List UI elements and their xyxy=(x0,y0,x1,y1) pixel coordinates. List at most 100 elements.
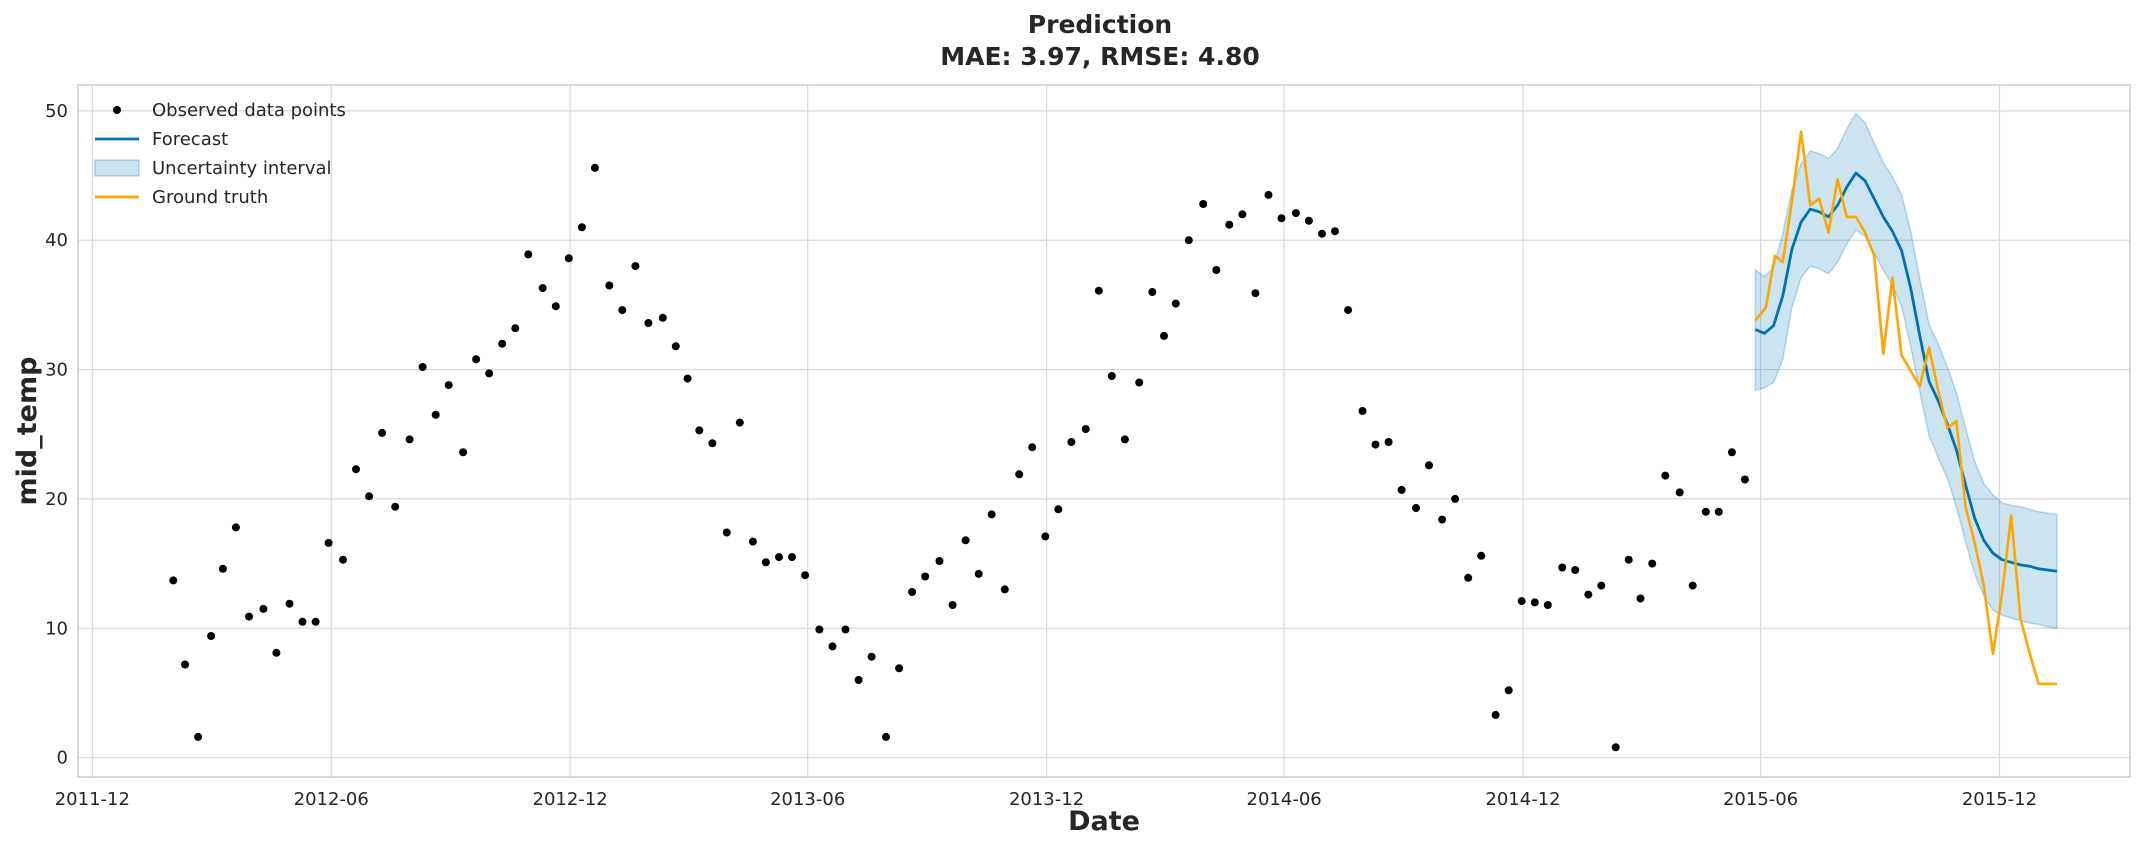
observed-point xyxy=(1291,209,1300,218)
y-tick-label: 20 xyxy=(45,489,68,510)
x-tick-label: 2015-06 xyxy=(1723,789,1798,810)
observed-point xyxy=(908,588,917,596)
observed-point xyxy=(1451,494,1460,503)
observed-point xyxy=(194,732,203,741)
observed-point xyxy=(1597,581,1606,590)
observed-point xyxy=(169,576,178,585)
observed-point xyxy=(1714,507,1723,516)
observed-point xyxy=(245,612,253,621)
observed-point xyxy=(1000,585,1009,594)
observed-point xyxy=(418,363,427,371)
observed-point xyxy=(1160,331,1168,340)
observed-point xyxy=(882,732,890,741)
observed-point xyxy=(311,617,320,626)
observed-point xyxy=(1120,435,1129,444)
observed-point xyxy=(298,617,307,626)
grid-lines xyxy=(78,85,2130,777)
observed-point xyxy=(590,163,599,172)
observed-point xyxy=(895,664,904,673)
observed-point xyxy=(1067,438,1076,446)
observed-point xyxy=(1081,425,1090,434)
observed-point xyxy=(695,426,704,435)
observed-point xyxy=(1371,440,1380,449)
observed-point xyxy=(207,632,216,640)
observed-point xyxy=(1094,286,1103,295)
x-tick-labels: 2011-12 2012-06 2012-12 2013-06 2013-12 2014-… xyxy=(55,789,2037,810)
observed-point xyxy=(1107,372,1116,380)
x-tick-label: 2011-12 xyxy=(55,789,130,810)
observed-point xyxy=(1517,597,1526,606)
x-tick-label: 2013-06 xyxy=(770,789,845,810)
observed-point xyxy=(324,538,333,547)
observed-point xyxy=(1212,266,1221,274)
observed-point xyxy=(1701,507,1710,516)
observed-point xyxy=(1041,532,1050,541)
observed-point xyxy=(815,625,824,634)
y-tick-label: 40 xyxy=(45,230,68,251)
observed-point xyxy=(788,553,796,562)
observed-point xyxy=(1530,598,1539,607)
observed-point xyxy=(683,374,692,383)
observed-point xyxy=(1028,443,1037,452)
observed-point xyxy=(1648,559,1657,568)
observed-point xyxy=(511,324,520,333)
observed-point xyxy=(1543,601,1552,609)
observed-point xyxy=(1238,210,1247,219)
x-tick-label: 2014-06 xyxy=(1247,789,1322,810)
ground-truth-line-layer xyxy=(1754,130,2057,686)
x-tick-label: 2015-12 xyxy=(1962,789,2037,810)
observed-point xyxy=(459,448,468,457)
observed-point xyxy=(854,676,863,684)
observed-point xyxy=(231,523,240,532)
observed-point xyxy=(1318,229,1326,238)
observed-point xyxy=(1661,471,1670,480)
observed-point xyxy=(605,281,614,290)
observed-point xyxy=(1571,566,1580,574)
observed-point xyxy=(339,555,347,564)
y-tick-labels: 0 10 20 30 40 50 xyxy=(45,101,68,769)
observed-points-layer xyxy=(169,163,1749,752)
observed-point xyxy=(181,660,189,669)
observed-point xyxy=(658,313,667,322)
observed-point xyxy=(644,319,653,327)
uncertainty-band xyxy=(1754,112,2058,630)
observed-point xyxy=(1412,504,1420,512)
legend-label-observed: Observed data points xyxy=(152,100,346,121)
legend-label-forecast: Forecast xyxy=(152,129,228,150)
y-tick-label: 10 xyxy=(45,618,68,639)
observed-point xyxy=(1015,470,1024,479)
observed-point xyxy=(1199,200,1208,208)
observed-point xyxy=(1438,515,1447,524)
observed-point xyxy=(1611,743,1620,752)
legend-marker-observed xyxy=(113,106,121,114)
uncertainty-band-layer xyxy=(1754,112,2058,630)
observed-point xyxy=(1264,190,1273,199)
observed-point xyxy=(828,642,837,651)
observed-point xyxy=(974,569,983,578)
observed-point xyxy=(444,381,453,390)
ground-truth-line xyxy=(1754,130,2057,686)
observed-point xyxy=(1584,590,1593,599)
observed-point xyxy=(218,564,227,573)
observed-point xyxy=(1740,475,1749,484)
observed-point xyxy=(365,492,374,501)
observed-point xyxy=(524,250,533,259)
observed-point xyxy=(631,262,640,271)
observed-point xyxy=(1251,289,1260,298)
observed-point xyxy=(352,465,360,474)
observed-point xyxy=(1054,505,1063,514)
chart-subtitle: MAE: 3.97, RMSE: 4.80 xyxy=(940,42,1259,71)
plot-frame xyxy=(77,84,2131,778)
observed-point xyxy=(761,558,770,567)
legend-marker-uncertainty xyxy=(94,159,140,177)
observed-point xyxy=(564,254,573,263)
x-axis-label: Date xyxy=(1068,806,1140,837)
y-tick-label: 0 xyxy=(57,748,68,769)
observed-point xyxy=(801,571,810,580)
observed-point xyxy=(1504,686,1513,695)
observed-point xyxy=(485,369,494,378)
observed-point xyxy=(378,428,387,437)
observed-point xyxy=(285,599,294,608)
observed-point xyxy=(405,435,414,444)
